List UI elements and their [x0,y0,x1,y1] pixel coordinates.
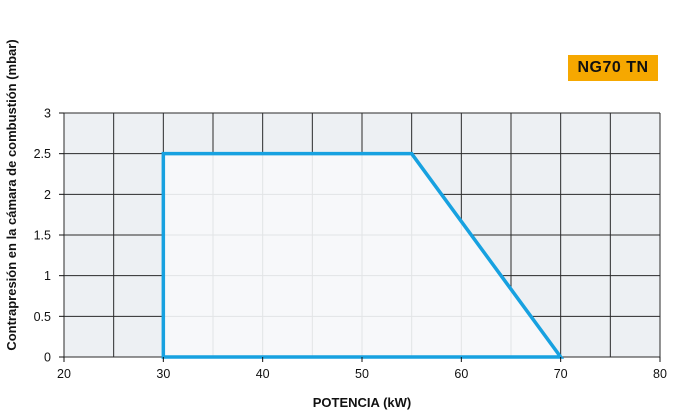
x-axis-title: POTENCIA (kW) [313,395,411,410]
x-tick-label: 80 [653,367,667,381]
x-tick-label: 20 [57,367,71,381]
y-tick-label: 1.5 [34,229,51,243]
model-badge: NG70 TN [568,55,658,81]
y-tick-label: 3 [44,107,51,121]
y-tick-label: 0.5 [34,310,51,324]
y-tick-label: 2.5 [34,147,51,161]
x-tick-label: 70 [554,367,568,381]
y-tick-label: 0 [44,351,51,365]
x-tick-label: 40 [256,367,270,381]
x-tick-label: 30 [156,367,170,381]
y-tick-label: 2 [44,188,51,202]
y-tick-label: 1 [44,269,51,283]
x-tick-label: 50 [355,367,369,381]
y-axis-title: Contrapresión en la cámara de combustión… [4,39,19,350]
x-tick-label: 60 [454,367,468,381]
operating-range-outline [161,151,565,359]
